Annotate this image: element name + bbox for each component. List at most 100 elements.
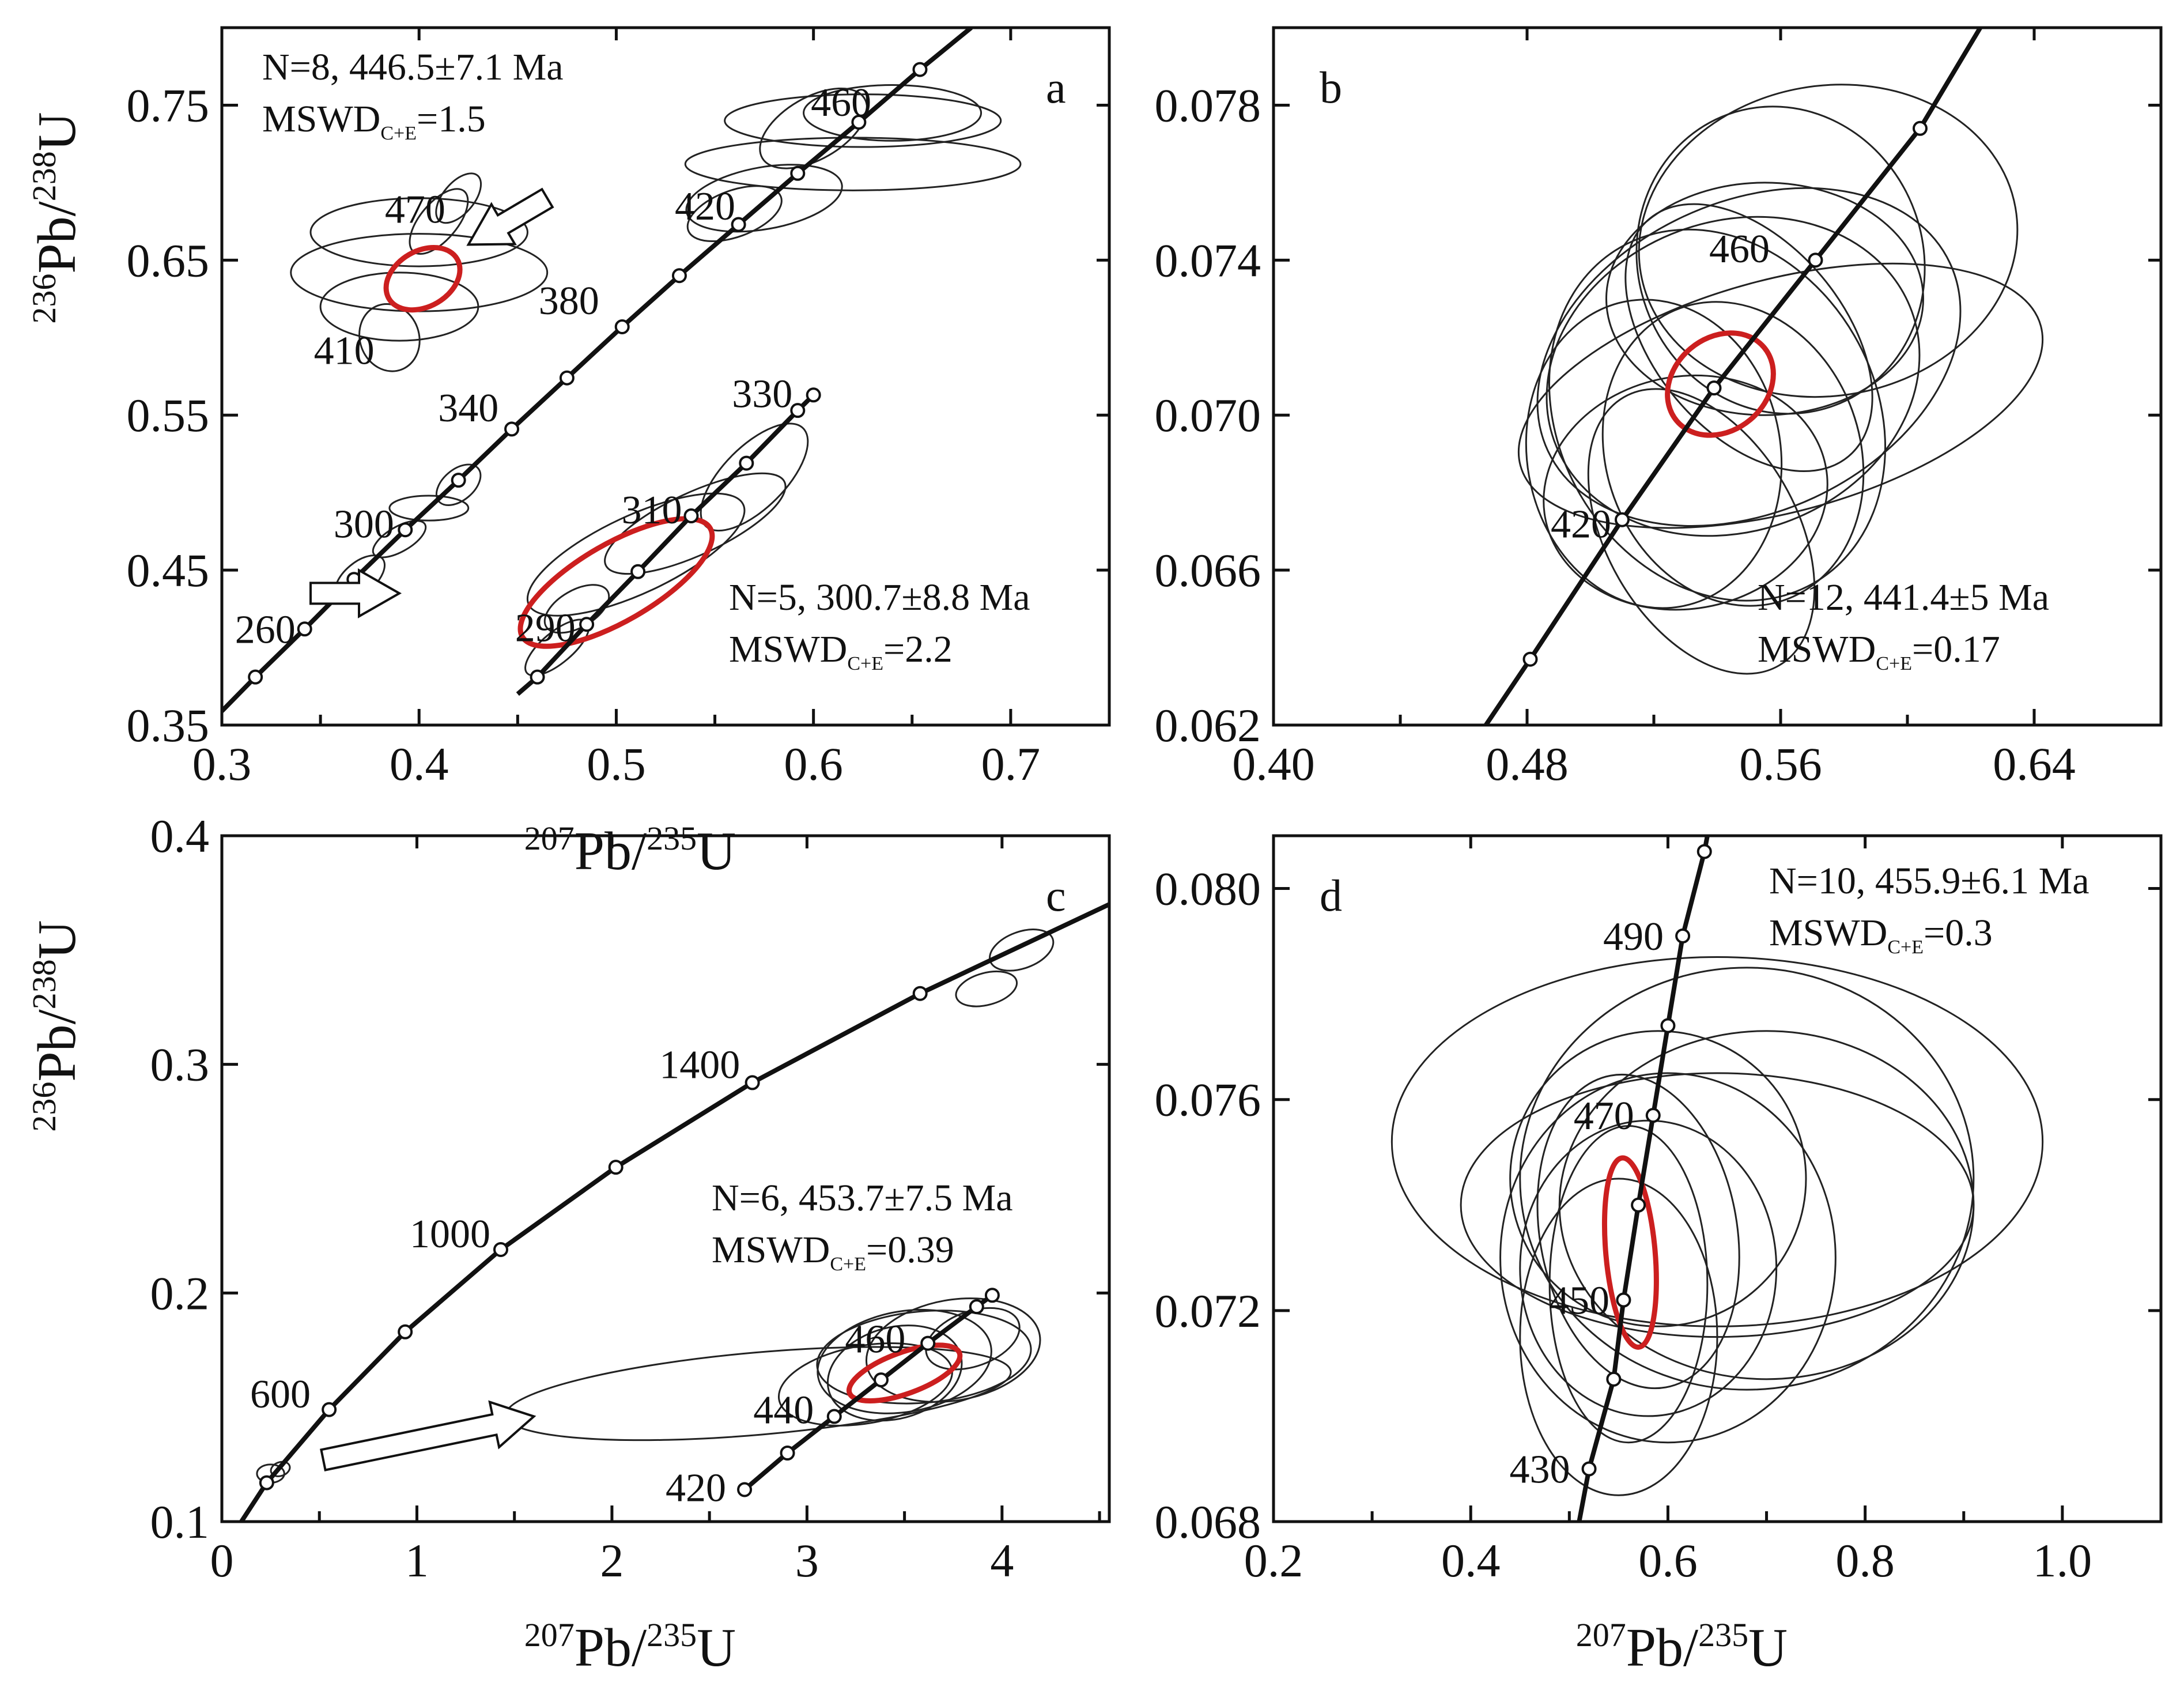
age-marker xyxy=(790,165,806,181)
age-marker xyxy=(579,617,595,632)
panel-c: 600 1000 1400 420 440 460 0 1 2 3 4 0.1 0.2 0.3 0.4 c N=… xyxy=(25,810,1111,1678)
error-ellipse xyxy=(989,929,1055,972)
age-label: 340 xyxy=(438,386,498,431)
error-ellipse xyxy=(700,422,809,532)
error-ellipse xyxy=(1460,1072,1975,1338)
age-marker xyxy=(608,1160,624,1175)
x-tick-label: 0.4 xyxy=(390,738,449,790)
age-label: 460 xyxy=(811,81,871,125)
age-marker xyxy=(874,1372,889,1388)
x-tick-label: 0.5 xyxy=(587,738,646,790)
age-marker xyxy=(1706,380,1722,396)
annotation-mswd: MSWDC+E=0.17 xyxy=(1758,628,2000,674)
mean-ellipse xyxy=(383,244,463,313)
error-ellipse xyxy=(1499,1072,1837,1444)
error-ellipse xyxy=(759,87,868,169)
y-tick-label: 0.65 xyxy=(127,234,210,286)
y-tick-label: 0.066 xyxy=(1155,544,1261,597)
error-ellipse xyxy=(358,303,421,372)
x-tick-label: 0.48 xyxy=(1486,738,1569,790)
age-label: 1000 xyxy=(410,1212,490,1256)
x-tick-label: 0.64 xyxy=(1993,738,2076,790)
x-tick-label: 3 xyxy=(795,1534,819,1587)
error-ellipse xyxy=(319,271,479,342)
age-label: 600 xyxy=(250,1372,311,1417)
y-tick-label: 0.3 xyxy=(150,1039,210,1091)
age-marker xyxy=(790,403,806,418)
age-marker xyxy=(504,421,520,437)
y-tick-label: 0.074 xyxy=(1155,234,1261,286)
y-tick-label: 0.75 xyxy=(127,79,210,131)
error-ellipse xyxy=(435,172,482,224)
error-ellipse xyxy=(1635,105,1926,415)
axis-frame xyxy=(1272,26,2163,727)
age-label: 440 xyxy=(753,1388,814,1433)
x-tick-label: 0.56 xyxy=(1739,738,1822,790)
error-ellipse xyxy=(290,233,549,312)
y-tick-label: 0.072 xyxy=(1155,1285,1261,1337)
y-tick-label: 0.1 xyxy=(150,1496,210,1548)
concordia-curve xyxy=(1484,28,1982,725)
age-label: 490 xyxy=(1603,915,1664,959)
arrow-icon xyxy=(309,568,402,618)
age-label: 420 xyxy=(675,184,735,229)
age-label: 470 xyxy=(1574,1094,1634,1138)
y-tick-label: 0.55 xyxy=(127,389,210,441)
age-marker xyxy=(984,1288,1000,1303)
age-marker xyxy=(297,621,312,637)
y-tick-label: 0.45 xyxy=(127,544,210,597)
axis-frame xyxy=(1272,834,2163,1523)
annotation-mswd: MSWDC+E=0.3 xyxy=(1769,912,1993,958)
age-marker xyxy=(683,508,699,523)
age-marker xyxy=(737,1482,753,1497)
age-label: 420 xyxy=(1551,502,1611,546)
error-ellipse xyxy=(1536,187,1962,527)
concordia-curve xyxy=(1577,836,1710,1522)
error-ellipse xyxy=(925,1307,1021,1371)
y-tick-label: 0.4 xyxy=(150,810,210,862)
error-ellipse xyxy=(372,520,427,559)
age-marker xyxy=(1675,928,1691,944)
axis-frame xyxy=(220,26,1111,727)
panel-letter: b xyxy=(1320,62,1342,112)
y-tick-label: 0.35 xyxy=(127,699,210,752)
age-marker xyxy=(451,473,466,488)
error-ellipse xyxy=(1638,84,2019,398)
error-ellipse xyxy=(686,185,783,243)
y-axis-label: 236Pb/238U xyxy=(25,920,87,1131)
arrow-icon xyxy=(320,1400,536,1471)
age-label: 260 xyxy=(235,607,296,652)
age-label: 450 xyxy=(1549,1279,1609,1323)
age-label: 410 xyxy=(314,329,375,373)
age-label: 470 xyxy=(385,188,445,232)
age-marker xyxy=(530,669,545,685)
panel-a: 260 300 340 380 420 460 470 410 290 310 330 0.3 0.4 0… xyxy=(25,26,1111,881)
error-ellipse xyxy=(388,495,470,522)
age-label: 300 xyxy=(334,502,394,546)
y-tick-label: 0.070 xyxy=(1155,389,1261,441)
x-axis-label: 207Pb/235U xyxy=(524,820,736,881)
x-tick-label: 1 xyxy=(405,1534,429,1587)
age-marker xyxy=(912,62,928,77)
age-marker xyxy=(630,564,646,579)
mean-ellipse xyxy=(846,1342,963,1403)
age-marker xyxy=(745,1075,760,1090)
age-label: 290 xyxy=(515,606,576,651)
age-marker xyxy=(1913,120,1928,136)
age-label: 460 xyxy=(845,1318,905,1362)
plot-area-c: 600 1000 1400 420 440 460 xyxy=(239,902,1109,1522)
concordia-curve xyxy=(516,393,815,696)
age-marker xyxy=(969,1299,984,1315)
age-marker xyxy=(493,1242,508,1257)
error-ellipse xyxy=(1624,203,1873,472)
x-axis-label: 207Pb/235U xyxy=(1576,1616,1788,1678)
age-label: 310 xyxy=(622,488,682,533)
error-ellipse xyxy=(1548,1124,1709,1444)
x-tick-label: 2 xyxy=(600,1534,624,1587)
x-tick-label: 0 xyxy=(210,1534,234,1587)
age-marker xyxy=(1808,252,1823,268)
annotation-line: N=8, 446.5±7.1 Ma xyxy=(262,46,564,88)
y-tick-label: 0.068 xyxy=(1155,1496,1261,1548)
age-marker xyxy=(912,986,928,1001)
